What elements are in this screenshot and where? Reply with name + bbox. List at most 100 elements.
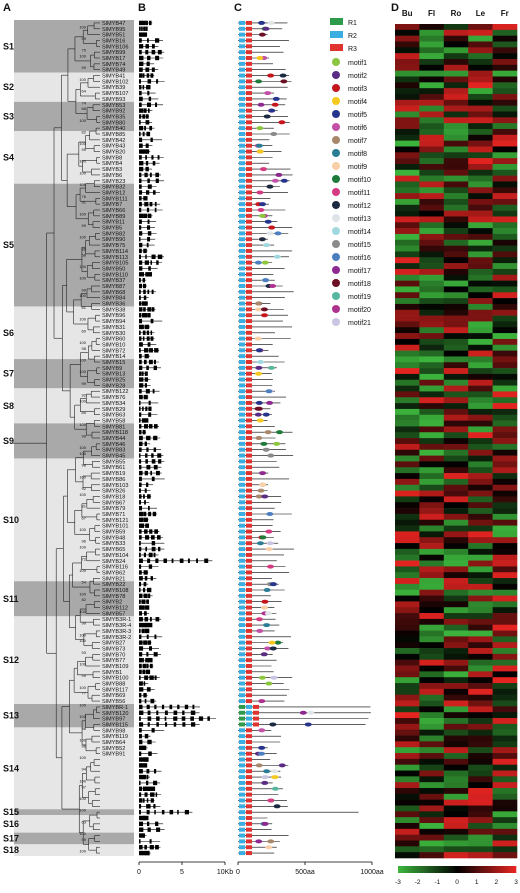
domain-box bbox=[239, 266, 245, 271]
domain-box bbox=[246, 664, 252, 668]
bootstrap-value: 100 bbox=[79, 632, 86, 637]
heatmap-cell bbox=[468, 782, 493, 789]
exon-box bbox=[147, 850, 150, 856]
gene-label: SlMYB41 bbox=[102, 74, 125, 80]
heatmap-cell bbox=[443, 344, 469, 351]
domain-box bbox=[246, 471, 252, 476]
exon-box bbox=[139, 172, 142, 178]
exon-box bbox=[142, 622, 147, 628]
exon-box bbox=[139, 166, 144, 172]
exon-box bbox=[139, 102, 142, 107]
exon-box bbox=[139, 108, 144, 113]
exon-box bbox=[148, 266, 151, 271]
gene-label: SlMYB78 bbox=[102, 594, 125, 600]
exon-box bbox=[144, 383, 148, 388]
domain-box bbox=[239, 552, 245, 557]
bootstrap-value: 76 bbox=[82, 194, 87, 199]
heatmap-cell bbox=[468, 24, 493, 31]
heatmap-cell bbox=[492, 338, 518, 346]
domain-box bbox=[246, 482, 252, 487]
gene-label: SlMYB96 bbox=[102, 313, 125, 319]
exon-box bbox=[154, 424, 158, 429]
heatmap-cell bbox=[492, 712, 518, 719]
heatmap-cell bbox=[419, 274, 445, 281]
heatmap-cell bbox=[492, 257, 518, 264]
heatmap-cell bbox=[419, 548, 445, 556]
heatmap-cell bbox=[419, 846, 445, 853]
heatmap-cell bbox=[395, 513, 420, 521]
exon-box bbox=[143, 517, 147, 523]
exon-box bbox=[139, 184, 142, 189]
domain-box bbox=[239, 313, 245, 318]
heatmap-cell bbox=[492, 373, 518, 381]
heatmap-cell bbox=[443, 473, 469, 480]
heatmap-cell bbox=[492, 362, 518, 369]
gene-label: SlMYB102 bbox=[102, 79, 128, 85]
domain-box bbox=[246, 120, 252, 125]
heatmap-cell bbox=[443, 799, 469, 806]
gene-label: SlMYB45 bbox=[102, 454, 125, 460]
domain-box bbox=[246, 91, 252, 96]
exon-box bbox=[145, 114, 149, 119]
heatmap-cell bbox=[468, 362, 493, 369]
motif-mark bbox=[261, 821, 269, 826]
domain-box bbox=[246, 634, 252, 639]
heatmap-cell bbox=[419, 630, 445, 637]
motif-mark bbox=[270, 132, 278, 136]
color-scale-segment bbox=[431, 866, 434, 873]
bootstrap-value: 100 bbox=[79, 369, 86, 374]
exon-box bbox=[150, 576, 153, 581]
exon-box bbox=[139, 254, 142, 259]
heatmap-cell bbox=[443, 735, 469, 742]
domain-box bbox=[246, 459, 252, 464]
heatmap-cell bbox=[443, 776, 469, 783]
heatmap-cell bbox=[468, 438, 493, 445]
heatmap-cell bbox=[395, 618, 420, 626]
domain-box bbox=[246, 582, 252, 587]
heatmap-cell bbox=[395, 251, 420, 258]
heatmap-cell bbox=[492, 840, 518, 847]
domain-box bbox=[253, 716, 259, 721]
heatmap-cell bbox=[395, 338, 420, 346]
exon-box bbox=[147, 558, 151, 563]
exon-box bbox=[147, 494, 151, 499]
gene-label: SlMYB18 bbox=[102, 494, 125, 500]
heatmap-cell bbox=[419, 41, 445, 48]
heatmap-cell bbox=[419, 473, 445, 480]
heatmap-cell bbox=[468, 793, 493, 800]
heatmap-cell bbox=[492, 642, 518, 649]
exon-box bbox=[146, 786, 152, 791]
exon-box bbox=[157, 535, 161, 540]
domain-box bbox=[246, 424, 252, 429]
exon-box bbox=[169, 809, 174, 815]
domain-box bbox=[246, 476, 252, 481]
exon-box bbox=[143, 640, 147, 645]
domain-box bbox=[246, 780, 252, 785]
heatmap-cell bbox=[419, 718, 445, 725]
heatmap-cell bbox=[468, 852, 493, 859]
bootstrap-value: 99 bbox=[82, 837, 87, 842]
gene-label: SlMYB114 bbox=[102, 249, 128, 255]
exon-box bbox=[154, 201, 157, 207]
exon-box bbox=[139, 611, 143, 616]
heatmap-cell bbox=[419, 408, 445, 416]
domain-box bbox=[246, 775, 252, 780]
heatmap-cell bbox=[468, 99, 493, 106]
heatmap-cell bbox=[419, 636, 445, 643]
bootstrap-value: 91 bbox=[82, 200, 87, 205]
gene-label: SlMYB87 bbox=[102, 284, 125, 290]
motif-mark bbox=[255, 436, 263, 440]
subgroup-band bbox=[14, 306, 134, 360]
exon-box bbox=[184, 704, 189, 710]
domain-box bbox=[239, 763, 245, 768]
motif-mark bbox=[267, 73, 275, 78]
bootstrap-value: 75 bbox=[82, 48, 87, 53]
exon-box bbox=[139, 125, 144, 131]
heatmap-cell bbox=[443, 286, 469, 293]
heatmap-cell bbox=[468, 648, 493, 655]
exon-box bbox=[139, 272, 143, 277]
exon-box bbox=[145, 190, 150, 195]
exon-box bbox=[139, 429, 142, 435]
gene-label: SlMYB68 bbox=[102, 290, 125, 296]
domain-box bbox=[246, 547, 252, 552]
